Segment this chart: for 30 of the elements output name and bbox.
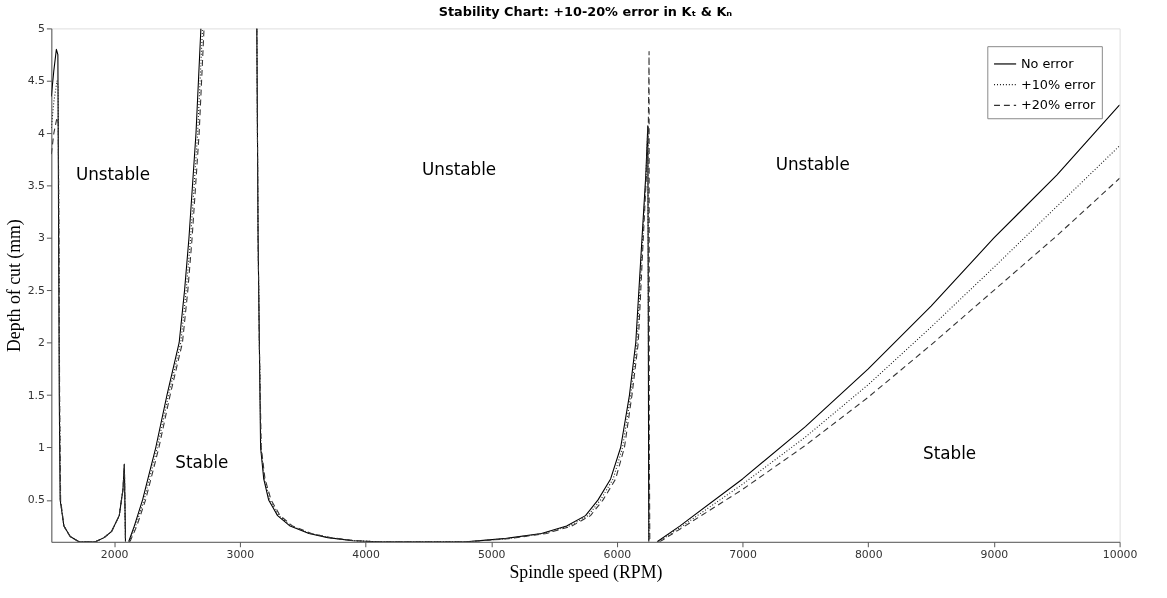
legend-label: +10% error bbox=[1020, 76, 1096, 92]
x-tick-label: 5000 bbox=[477, 548, 506, 562]
annotation: Unstable bbox=[422, 159, 497, 180]
annotation: Unstable bbox=[775, 154, 850, 175]
x-tick-label: 2000 bbox=[100, 548, 129, 562]
y-tick-label: 3.5 bbox=[27, 179, 45, 193]
x-tick-label: 8000 bbox=[854, 548, 883, 562]
y-tick-label: 4.5 bbox=[27, 74, 45, 88]
x-tick-label: 3000 bbox=[226, 548, 255, 562]
y-tick-label: 2 bbox=[38, 336, 45, 350]
annotation: Stable bbox=[923, 443, 977, 464]
x-tick-label: 9000 bbox=[980, 548, 1009, 562]
x-tick-label: 10000 bbox=[1102, 548, 1138, 562]
x-tick-label: 4000 bbox=[352, 548, 380, 562]
y-tick-label: 4 bbox=[38, 126, 45, 140]
y-tick-label: 5 bbox=[38, 21, 45, 35]
annotation: Stable bbox=[175, 451, 229, 472]
y-tick-label: 1 bbox=[38, 440, 45, 454]
legend-label: +20% error bbox=[1020, 97, 1096, 113]
y-tick-label: 2.5 bbox=[27, 283, 45, 297]
y-tick-label: 1.5 bbox=[27, 388, 45, 402]
x-tick-label: 7000 bbox=[729, 548, 757, 562]
y-axis-title: Depth of cut (mm) bbox=[3, 219, 25, 352]
x-axis-title: Spindle speed (RPM) bbox=[509, 561, 663, 583]
legend-label: No error bbox=[1020, 55, 1075, 71]
chart-title: Stability Chart: +10-20% error in Kₜ & Kₙ bbox=[438, 3, 733, 19]
y-tick-label: 3 bbox=[38, 231, 45, 245]
annotation: Unstable bbox=[75, 163, 151, 184]
x-tick-label: 6000 bbox=[603, 548, 632, 562]
y-tick-label: 0.5 bbox=[27, 493, 45, 507]
